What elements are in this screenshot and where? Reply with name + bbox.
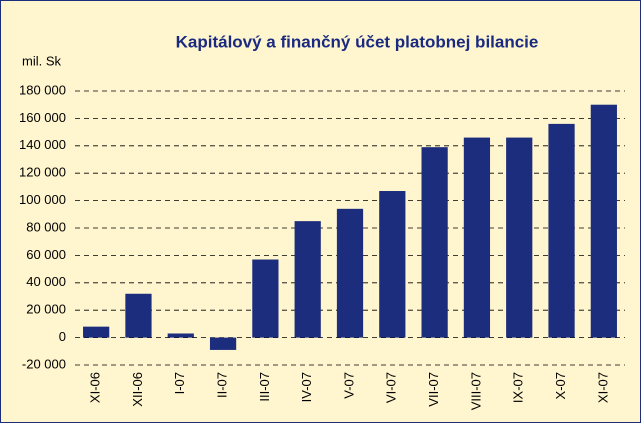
y-tick-label: -20 000 [22,356,66,371]
bar [336,208,364,338]
chart-title: Kapitálový a finančný účet platobnej bil… [176,32,539,51]
x-tick-label: IX-07 [511,372,526,403]
x-tick-label: III-07 [257,372,272,402]
x-tick-label: VII-07 [426,372,441,407]
bar [294,221,321,338]
bar [463,137,491,338]
y-tick-label: 0 [59,329,66,344]
x-tick-label: II-07 [215,372,230,398]
y-tick-label: 60 000 [26,247,66,262]
y-tick-label: 40 000 [26,274,66,289]
y-axis-label: mil. Sk [22,53,62,68]
y-tick-label: 120 000 [19,165,66,180]
x-tick-label: VI-07 [384,372,399,403]
x-tick-label: IV-07 [299,372,314,402]
x-tick-label: XI-07 [595,372,610,403]
y-tick-label: 140 000 [19,137,66,152]
bar [379,191,406,338]
y-tick-label: 180 000 [19,82,66,97]
y-tick-label: 100 000 [19,192,66,207]
bar [590,104,617,338]
x-tick-label: VIII-07 [468,372,483,410]
x-tick-label: X-07 [553,372,568,399]
bar [548,123,575,338]
x-tick-label: I-07 [172,372,187,394]
bar [167,333,194,338]
bar [83,326,110,338]
x-tick-label: XI-06 [88,372,103,403]
x-tick-label: V-07 [341,372,356,399]
y-tick-label: 20 000 [26,302,66,317]
bar [209,337,237,350]
y-tick-label: 160 000 [19,110,66,125]
x-tick-label: XII-06 [130,372,145,407]
bar [421,147,448,338]
bar [506,137,533,338]
bar [252,259,279,338]
y-tick-label: 80 000 [26,219,66,234]
bar [125,293,152,338]
